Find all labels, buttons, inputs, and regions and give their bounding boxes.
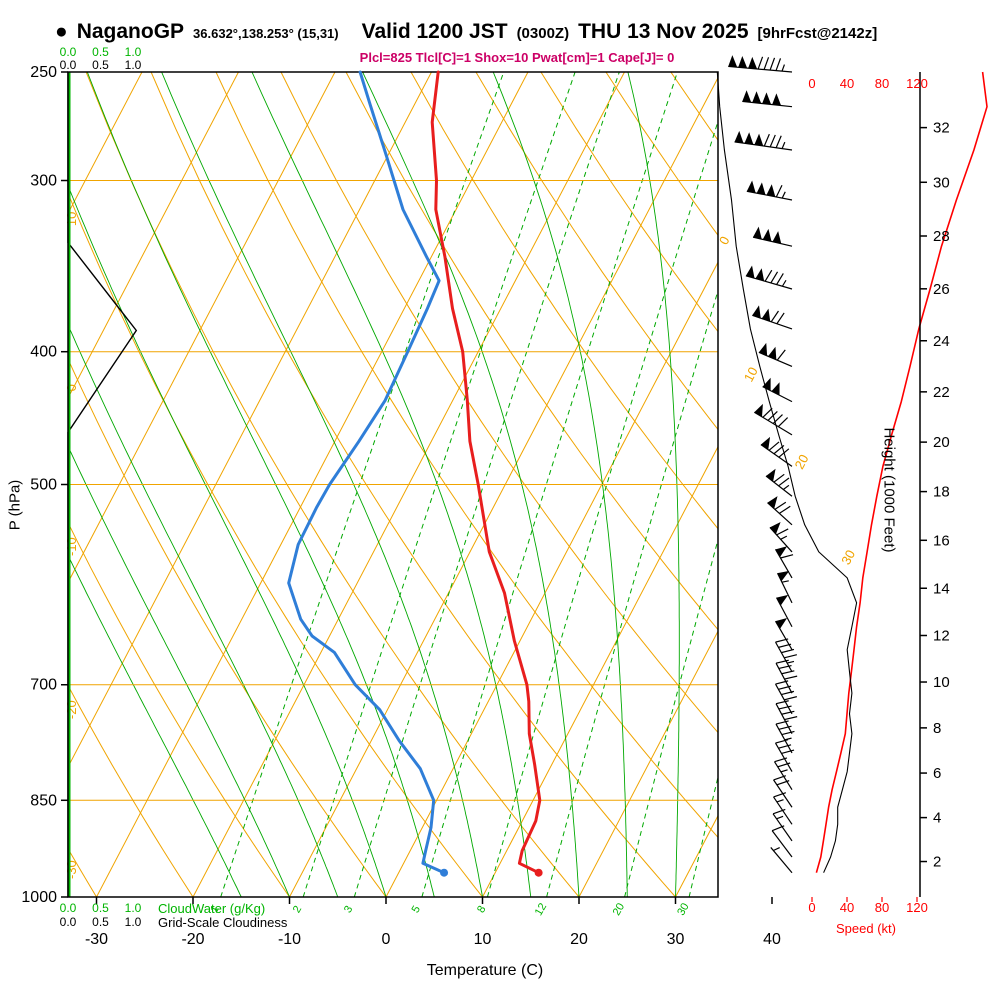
svg-text:3: 3 [342,904,355,915]
svg-text:500: 500 [30,477,57,494]
svg-text:0: 0 [382,931,391,948]
svg-text:40: 40 [840,900,854,915]
svg-text:300: 300 [30,173,57,190]
svg-text:8: 8 [475,904,488,915]
svg-text:0.5: 0.5 [92,45,109,59]
svg-text:0: 0 [808,76,815,91]
svg-text:2: 2 [291,904,304,915]
svg-text:30: 30 [675,901,692,918]
axis-label-height: Height (1000 Feet) [880,427,898,553]
svg-text:20: 20 [792,452,812,472]
svg-text:-10: -10 [64,537,79,556]
svg-text:-10: -10 [278,931,301,948]
svg-text:5: 5 [410,904,423,915]
svg-text:-20: -20 [64,700,79,719]
svg-text:0.5: 0.5 [92,901,109,915]
axis-label-pressure: P (hPa) [6,479,24,531]
svg-text:22: 22 [933,384,950,401]
valid-time: Valid 1200 JST [361,20,508,43]
svg-text:32: 32 [933,120,950,137]
svg-text:80: 80 [875,900,889,915]
svg-text:2: 2 [933,854,941,871]
svg-text:20: 20 [611,901,628,918]
svg-text:120: 120 [906,900,928,915]
axis-label-cloudiness: Grid-Scale Cloudiness [158,915,288,930]
svg-text:1.0: 1.0 [125,901,142,915]
axis-label-speed: Speed (kt) [836,921,896,936]
svg-text:16: 16 [933,532,950,549]
valid-utc: (0300Z) [516,25,570,42]
svg-text:0.0: 0.0 [60,45,77,59]
svg-text:20: 20 [570,931,588,948]
chart-title: ● NaganoGP 36.632°,138.253° (15,31) Vali… [55,20,877,44]
svg-text:0: 0 [808,900,815,915]
svg-text:20: 20 [933,434,950,451]
station-bullet: ● [55,20,68,43]
svg-text:28: 28 [933,228,950,245]
svg-text:700: 700 [30,677,57,694]
svg-text:10: 10 [741,364,761,384]
axis-label-cloudwater: CloudWater (g/Kg) [158,901,266,916]
svg-text:1.0: 1.0 [125,58,142,72]
svg-text:1: 1 [208,904,221,915]
svg-text:1.0: 1.0 [125,915,142,929]
valid-date: THU 13 Nov 2025 [578,20,749,43]
sounding-params: Plcl=825 Tlcl[C]=1 Shox=10 Pwat[cm]=1 Ca… [359,50,675,65]
svg-text:40: 40 [763,931,781,948]
svg-text:400: 400 [30,344,57,361]
axis-label-temperature: Temperature (C) [426,962,544,979]
svg-text:26: 26 [933,281,950,298]
svg-text:40: 40 [840,76,854,91]
svg-text:1000: 1000 [21,889,57,906]
svg-text:10: 10 [933,674,950,691]
svg-text:30: 30 [667,931,685,948]
svg-text:250: 250 [30,64,57,81]
svg-text:30: 30 [933,174,950,191]
svg-text:6: 6 [933,765,941,782]
svg-text:14: 14 [933,580,950,597]
svg-text:18: 18 [933,484,950,501]
svg-text:10: 10 [64,212,79,226]
svg-text:12: 12 [533,901,550,918]
forecast-info: [9hrFcst@2142z] [757,25,878,42]
svg-text:10: 10 [474,931,492,948]
svg-text:0.5: 0.5 [92,58,109,72]
svg-text:-30: -30 [64,860,79,879]
svg-text:30: 30 [838,547,858,567]
station-coords: 36.632°,138.253° (15,31) [193,26,339,41]
svg-text:0.5: 0.5 [92,915,109,929]
svg-text:-20: -20 [181,931,204,948]
svg-text:0.0: 0.0 [60,58,77,72]
svg-text:120: 120 [906,76,928,91]
svg-text:24: 24 [933,333,950,350]
svg-text:850: 850 [30,792,57,809]
svg-text:80: 80 [875,76,889,91]
svg-text:12: 12 [933,627,950,644]
svg-text:8: 8 [933,720,941,737]
svg-text:0: 0 [64,384,79,391]
svg-text:-30: -30 [85,931,108,948]
svg-text:4: 4 [933,810,941,827]
svg-text:0.0: 0.0 [60,915,77,929]
svg-text:1.0: 1.0 [125,45,142,59]
svg-text:0.0: 0.0 [60,901,77,915]
station-name: NaganoGP [76,20,185,43]
